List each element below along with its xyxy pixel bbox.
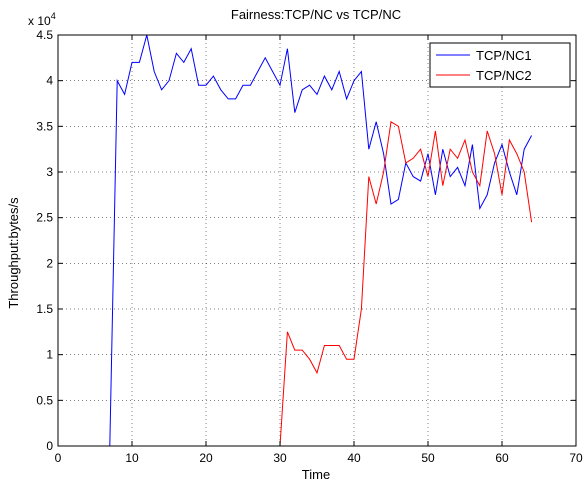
y-multiplier-label: x 104 (28, 11, 56, 28)
y-tick-label: 4.5 (36, 28, 53, 42)
chart-title: Fairness:TCP/NC vs TCP/NC (231, 7, 401, 22)
grid (58, 35, 576, 446)
series-line-1 (102, 34, 533, 447)
y-tick-label: 0 (46, 439, 53, 453)
y-axis-label: Throughput:bytes/s (6, 197, 21, 309)
x-axis-label: Time (302, 467, 330, 482)
x-tick-label: 30 (273, 451, 287, 465)
x-tick-label: 70 (569, 451, 583, 465)
x-tick-label: 50 (421, 451, 435, 465)
series-layer (102, 34, 533, 447)
legend-label: TCP/NC2 (476, 68, 532, 83)
legend-label: TCP/NC1 (476, 48, 532, 63)
y-tick-label: 0.5 (36, 393, 53, 407)
x-tick-label: 20 (199, 451, 213, 465)
y-tick-label: 3 (46, 165, 53, 179)
x-tick-label: 40 (347, 451, 361, 465)
y-tick-label: 3.5 (36, 119, 53, 133)
y-tick-label: 1 (46, 348, 53, 362)
legend-box (429, 42, 571, 88)
x-tick-label: 0 (55, 451, 62, 465)
legend: TCP/NC1 TCP/NC2 (429, 42, 571, 88)
y-tick-label: 2 (46, 256, 53, 270)
x-tick-label: 60 (495, 451, 509, 465)
plot-area-frame (57, 34, 577, 447)
series-line-2 (102, 120, 533, 447)
y-tick-label: 4 (46, 74, 53, 88)
x-tick-label: 10 (125, 451, 139, 465)
y-tick-label: 1.5 (36, 302, 53, 316)
y-multiplier-exponent: 4 (51, 11, 56, 21)
axis-ticks: 0 10 20 30 40 50 60 70 0 0.5 1 1.5 2 2.5 3 3.5 4 4.5 (36, 28, 583, 465)
y-tick-label: 2.5 (36, 211, 53, 225)
